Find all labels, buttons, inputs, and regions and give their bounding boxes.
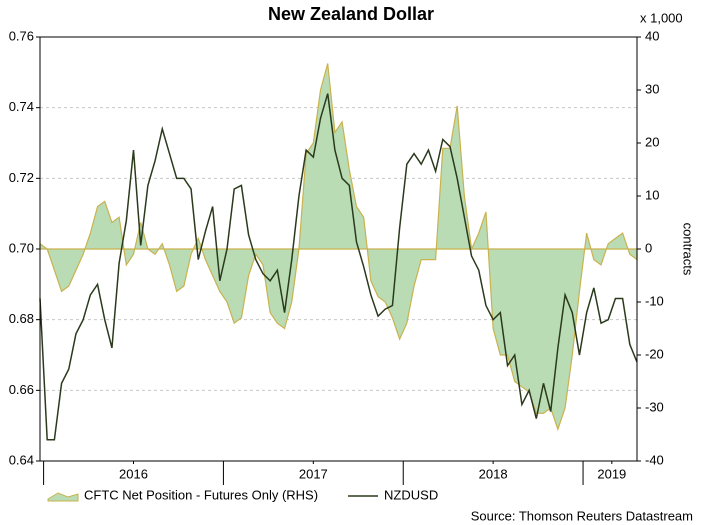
- chart-title: New Zealand Dollar: [268, 4, 434, 24]
- y2-tick-label: -30: [645, 399, 664, 414]
- legend-label: CFTC Net Position - Futures Only (RHS): [84, 487, 318, 502]
- y2-axis-label: contracts: [681, 223, 696, 276]
- y2-scale-label: x 1,000: [640, 10, 683, 25]
- y2-tick-label: 0: [645, 240, 652, 255]
- y-tick-label: 0.72: [9, 170, 34, 185]
- y-tick-label: 0.68: [9, 311, 34, 326]
- y2-tick-label: 10: [645, 187, 659, 202]
- y-tick-label: 0.64: [9, 452, 34, 467]
- line: [39, 93, 638, 441]
- y-tick-label: 0.66: [9, 382, 34, 397]
- area: [39, 63, 638, 432]
- y-tick-label: 0.76: [9, 28, 34, 43]
- legend-label: NZDUSD: [384, 487, 438, 502]
- y-tick-label: 0.74: [9, 99, 34, 114]
- y2-tick-label: 30: [645, 81, 659, 96]
- y2-tick-label: 20: [645, 134, 659, 149]
- y-tick-label: 0.70: [9, 240, 34, 255]
- x-tick-label: 2018: [479, 466, 508, 481]
- x-tick-label: 2017: [299, 466, 328, 481]
- legend-swatch: [47, 492, 79, 502]
- y2-tick-label: -20: [645, 346, 664, 361]
- x-tick-label: 2016: [119, 466, 148, 481]
- x-tick-label: 2019: [597, 466, 626, 481]
- y2-tick-label: -10: [645, 293, 664, 308]
- source: Source: Thomson Reuters Datastream: [471, 508, 693, 523]
- plot-frame: [39, 36, 638, 462]
- y2-tick-label: -40: [645, 452, 664, 467]
- y2-tick-label: 40: [645, 28, 659, 43]
